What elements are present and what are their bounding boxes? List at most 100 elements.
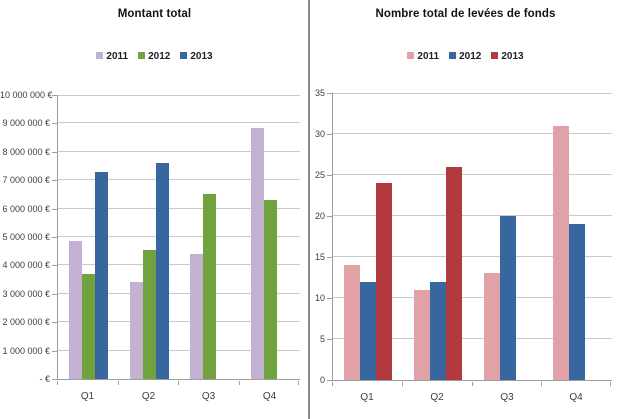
y-axis-tick-label: 0 bbox=[319, 375, 325, 385]
gridline bbox=[58, 95, 300, 96]
gridline bbox=[58, 122, 300, 123]
gridline bbox=[58, 208, 300, 209]
y-axis-tick-label: 15 bbox=[314, 252, 325, 262]
bar-2012-q4 bbox=[264, 200, 277, 379]
y-axis-tick-label: - € bbox=[39, 374, 50, 384]
chart-panel-montant-total: Montant total 2011 2012 2013 - € 1 000 000 … bbox=[0, 0, 309, 419]
legend: 2011 2012 2013 bbox=[311, 51, 620, 63]
y-axis-tick-mark bbox=[327, 380, 332, 381]
legend-label-2012: 2012 bbox=[459, 51, 482, 62]
x-axis-tick-mark bbox=[541, 382, 542, 386]
y-axis-tick-label: 10 bbox=[314, 293, 325, 303]
y-axis-tick-mark bbox=[52, 294, 57, 295]
legend-swatch-2012 bbox=[449, 52, 457, 59]
bar-group-q2 bbox=[119, 95, 180, 379]
bar-2013-q2 bbox=[446, 167, 462, 380]
bar-group-q4 bbox=[240, 95, 301, 379]
y-axis-tick-mark bbox=[327, 93, 332, 94]
legend-item-2013: 2013 bbox=[491, 51, 524, 63]
bar-group-q1 bbox=[333, 93, 403, 380]
y-axis-tick-label: 7 000 000 € bbox=[2, 175, 50, 185]
legend-label-2011: 2011 bbox=[106, 51, 129, 62]
gridline bbox=[333, 133, 612, 134]
y-axis-tick-mark bbox=[52, 322, 57, 323]
legend-swatch-2013 bbox=[180, 52, 188, 59]
bar-group-q2 bbox=[403, 93, 473, 380]
x-axis-tick-mark bbox=[239, 381, 240, 385]
x-axis-tick-mark bbox=[178, 381, 179, 385]
chart-panel-nombre-levees: Nombre total de levées de fonds 2011 2012… bbox=[311, 0, 620, 419]
gridline bbox=[333, 174, 612, 175]
bar-2013-q1 bbox=[376, 183, 392, 380]
y-axis-tick-mark bbox=[327, 175, 332, 176]
bar-group-q3 bbox=[179, 95, 240, 379]
bar-2013-q1 bbox=[95, 172, 108, 379]
vertical-divider bbox=[308, 0, 310, 419]
bar-2012-q1 bbox=[82, 274, 95, 379]
legend-swatch-2011 bbox=[407, 52, 415, 59]
x-axis-tick-mark bbox=[57, 381, 58, 385]
bar-group-q3 bbox=[473, 93, 543, 380]
y-axis-tick-mark bbox=[52, 379, 57, 380]
legend-label-2013: 2013 bbox=[190, 51, 213, 62]
y-axis-tick-mark bbox=[52, 351, 57, 352]
y-axis-tick-label: 20 bbox=[314, 211, 325, 221]
legend-label-2012: 2012 bbox=[148, 51, 171, 62]
gridline bbox=[333, 338, 612, 339]
bar-2012-q4 bbox=[569, 224, 585, 380]
x-axis-labels: Q1 Q2 Q3 Q4 bbox=[332, 382, 612, 406]
y-axis-tick-mark bbox=[52, 180, 57, 181]
y-axis-tick-label: 4 000 000 € bbox=[2, 260, 50, 270]
bar-2011-q3 bbox=[484, 273, 500, 380]
y-axis-tick-mark bbox=[52, 209, 57, 210]
y-axis-tick-mark bbox=[52, 265, 57, 266]
plot-area bbox=[332, 93, 612, 381]
x-axis-label-q1: Q1 bbox=[80, 391, 95, 402]
x-axis-label-q2: Q2 bbox=[430, 392, 444, 403]
bar-2012-q2 bbox=[143, 250, 156, 379]
x-axis-tick-mark bbox=[610, 382, 611, 386]
gridline bbox=[58, 179, 300, 180]
y-axis-tick-label: 30 bbox=[314, 129, 325, 139]
bar-2011-q2 bbox=[414, 290, 430, 380]
bar-2011-q4 bbox=[251, 128, 264, 379]
legend-item-2012: 2012 bbox=[138, 51, 170, 63]
x-axis-labels: Q1 Q2 Q3 Q4 bbox=[57, 381, 300, 405]
gridline bbox=[58, 151, 300, 152]
y-axis-tick-mark bbox=[52, 95, 57, 96]
y-axis-tick-label: 9 000 000 € bbox=[2, 118, 50, 128]
y-axis-tick-label: 1 000 000 € bbox=[2, 346, 50, 356]
y-axis-tick-mark bbox=[52, 123, 57, 124]
y-axis-tick-label: 10 000 000 € bbox=[0, 90, 53, 100]
gridline bbox=[333, 93, 612, 94]
y-axis-tick-label: 5 bbox=[319, 334, 325, 344]
y-axis-tick-label: 3 000 000 € bbox=[2, 289, 50, 299]
gridline bbox=[333, 215, 612, 216]
x-axis-label-q4: Q4 bbox=[569, 392, 583, 403]
x-axis-tick-mark bbox=[118, 381, 119, 385]
y-axis-tick-label: 8 000 000 € bbox=[2, 147, 50, 157]
chart-title: Montant total bbox=[117, 8, 192, 20]
x-axis-label-q3: Q3 bbox=[500, 392, 514, 403]
gridline bbox=[58, 236, 300, 237]
legend-label-2011: 2011 bbox=[417, 51, 440, 62]
legend-swatch-2013 bbox=[491, 52, 499, 59]
y-axis-tick-mark bbox=[52, 152, 57, 153]
y-axis-labels: 0 5 10 15 20 25 30 35 bbox=[311, 88, 332, 385]
gridline bbox=[58, 321, 300, 322]
legend-item-2012: 2012 bbox=[449, 51, 481, 63]
bar-2011-q4 bbox=[553, 126, 569, 380]
y-axis-tick-label: 6 000 000 € bbox=[2, 204, 50, 214]
chart-title: Nombre total de levées de fonds bbox=[375, 8, 556, 20]
bar-group-q4 bbox=[542, 93, 612, 380]
legend-swatch-2011 bbox=[96, 52, 104, 59]
x-axis-tick-mark bbox=[402, 382, 403, 386]
y-axis-tick-mark bbox=[327, 134, 332, 135]
legend-item-2011: 2011 bbox=[407, 51, 439, 63]
legend-label-2013: 2013 bbox=[501, 51, 524, 62]
y-axis-tick-label: 25 bbox=[314, 170, 325, 180]
bar-2011-q1 bbox=[344, 265, 360, 380]
x-axis-tick-mark bbox=[472, 382, 473, 386]
y-axis-tick-mark bbox=[327, 216, 332, 217]
